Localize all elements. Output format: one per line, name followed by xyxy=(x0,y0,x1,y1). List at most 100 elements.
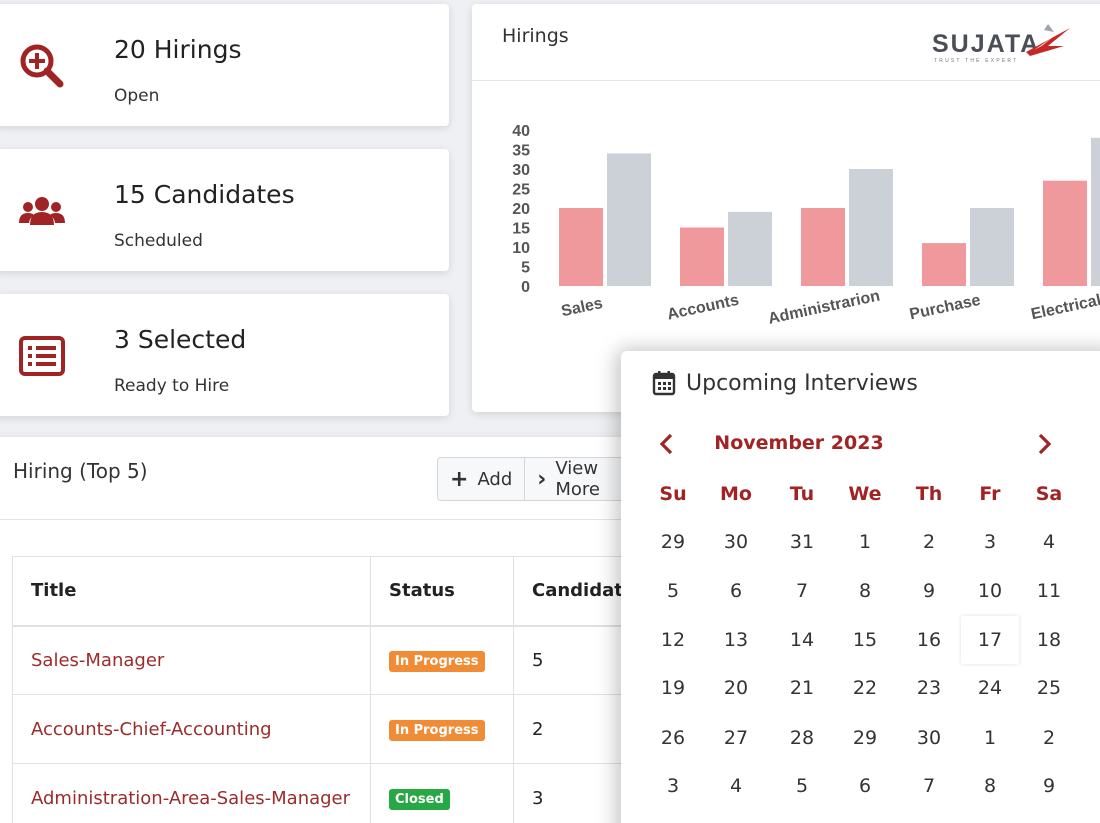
svg-text:TRUST THE EXPERT: TRUST THE EXPERT xyxy=(934,58,1018,64)
calendar-day[interactable]: 18 xyxy=(1036,629,1062,651)
calendar-day[interactable]: 13 xyxy=(723,629,749,651)
calendar-day[interactable]: 9 xyxy=(922,580,936,602)
stat-card-scheduled-candidates[interactable]: 15 Candidates Scheduled xyxy=(0,149,449,271)
calendar-day[interactable]: 28 xyxy=(789,727,815,749)
calendar-day[interactable]: 11 xyxy=(1036,580,1062,602)
chart-card-header: Hirings SUJATA TRUST THE EXPERT xyxy=(472,4,1100,81)
hiring-actions: + Add › View More xyxy=(437,457,634,501)
y-tick-label: 25 xyxy=(512,182,530,199)
status-badge: In Progress xyxy=(389,650,485,672)
stat-title: 15 Candidates xyxy=(114,180,295,209)
weekday-label: Th xyxy=(915,483,943,505)
column-header-title: Title xyxy=(12,556,371,627)
calendar-day[interactable]: 4 xyxy=(1042,531,1056,553)
chevron-right-icon[interactable] xyxy=(1032,431,1056,457)
bar-purchase-2[interactable] xyxy=(970,208,1014,286)
bar-accounts-2[interactable] xyxy=(728,211,772,286)
status-badge: Closed xyxy=(389,788,450,810)
chevron-left-icon[interactable] xyxy=(655,431,679,457)
calendar-day[interactable]: 3 xyxy=(983,531,997,553)
calendar-day[interactable]: 6 xyxy=(729,580,743,602)
calendar-day[interactable]: 26 xyxy=(660,727,686,749)
calendar-day[interactable]: 5 xyxy=(666,580,680,602)
hiring-table: Title Status Candidates Sales-Manager In… xyxy=(12,556,712,823)
stat-card-open-hirings[interactable]: 20 Hirings Open xyxy=(0,4,449,126)
calendar-day[interactable]: 10 xyxy=(977,580,1003,602)
weekday-label: Su xyxy=(659,483,687,505)
y-tick-label: 30 xyxy=(512,162,530,179)
column-header-status: Status xyxy=(370,556,514,627)
bar-administrarion-2[interactable] xyxy=(849,169,893,286)
calendar-day[interactable]: 1 xyxy=(858,531,872,553)
weekday-label: We xyxy=(848,483,882,505)
calendar-day[interactable]: 20 xyxy=(723,677,749,699)
calendar-day[interactable]: 17 xyxy=(961,616,1019,664)
search-plus-icon xyxy=(20,44,64,88)
calendar-day[interactable]: 27 xyxy=(723,727,749,749)
chart-card-title: Hirings xyxy=(502,25,569,47)
calendar-day[interactable]: 29 xyxy=(660,531,686,553)
calendar-day[interactable]: 25 xyxy=(1036,677,1062,699)
calendar-day[interactable]: 16 xyxy=(916,629,942,651)
bar-electrical-2[interactable] xyxy=(1091,137,1100,286)
hiring-panel-title: Hiring (Top 5) xyxy=(13,459,148,483)
calendar-day[interactable]: 30 xyxy=(723,531,749,553)
calendar-day[interactable]: 31 xyxy=(789,531,815,553)
view-more-label: View More xyxy=(555,458,600,500)
calendar-day[interactable]: 9 xyxy=(1042,775,1056,797)
plus-icon: + xyxy=(450,466,469,492)
hiring-title-link[interactable]: Administration-Area-Sales-Manager xyxy=(31,787,351,809)
weekday-label: Tu xyxy=(789,483,815,505)
add-button[interactable]: + Add xyxy=(438,458,524,500)
calendar-day[interactable]: 6 xyxy=(858,775,872,797)
calendar-day[interactable]: 21 xyxy=(789,677,815,699)
y-tick-label: 5 xyxy=(521,260,530,277)
y-tick-label: 10 xyxy=(512,240,530,257)
calendar-day[interactable]: 7 xyxy=(922,775,936,797)
hirings-chart-card: Hirings SUJATA TRUST THE EXPERT 40 35 30 25… xyxy=(472,4,1100,412)
table-row: Administration-Area-Sales-Manager Closed… xyxy=(12,763,712,823)
calendar-day[interactable]: 8 xyxy=(983,775,997,797)
x-tick-label: Electrical xyxy=(1029,292,1100,323)
calendar-day[interactable]: 2 xyxy=(1042,727,1056,749)
y-tick-label: 20 xyxy=(512,201,530,218)
calendar-day[interactable]: 1 xyxy=(983,727,997,749)
upcoming-interviews-title: Upcoming Interviews xyxy=(686,371,918,396)
x-tick-label: Purchase xyxy=(908,292,982,324)
calendar-day[interactable]: 12 xyxy=(660,629,686,651)
calendar-day[interactable]: 15 xyxy=(852,629,878,651)
hiring-title-link[interactable]: Sales-Manager xyxy=(31,649,165,671)
y-tick-label: 15 xyxy=(512,221,530,238)
hiring-title-link[interactable]: Accounts-Chief-Accounting xyxy=(31,718,272,740)
bar-electrical-1[interactable] xyxy=(1043,180,1087,286)
bar-accounts-1[interactable] xyxy=(680,227,724,287)
calendar-day[interactable]: 22 xyxy=(852,677,878,699)
calendar-day[interactable]: 8 xyxy=(858,580,872,602)
calendar-day[interactable]: 23 xyxy=(916,677,942,699)
calendar-day[interactable]: 30 xyxy=(916,727,942,749)
bar-purchase-1[interactable] xyxy=(922,243,966,286)
view-more-button[interactable]: › View More xyxy=(524,458,633,500)
chevron-right-icon: › xyxy=(537,466,547,492)
calendar-day[interactable]: 3 xyxy=(666,775,680,797)
table-row: Accounts-Chief-Accounting In Progress 2 xyxy=(12,694,712,764)
bar-administrarion-1[interactable] xyxy=(801,208,845,286)
stat-card-selected[interactable]: 3 Selected Ready to Hire xyxy=(0,294,449,416)
x-tick-label: Administrarion xyxy=(767,287,882,327)
calendar-day[interactable]: 29 xyxy=(852,727,878,749)
list-icon xyxy=(19,336,65,376)
add-button-label: Add xyxy=(477,468,513,490)
bar-sales-2[interactable] xyxy=(607,153,651,286)
calendar-day[interactable]: 14 xyxy=(789,629,815,651)
calendar-day[interactable]: 24 xyxy=(977,677,1003,699)
weekday-label: Mo xyxy=(720,483,752,505)
calendar-day[interactable]: 4 xyxy=(729,775,743,797)
calendar-day[interactable]: 19 xyxy=(660,677,686,699)
stat-title: 20 Hirings xyxy=(114,35,242,64)
calendar-day[interactable]: 5 xyxy=(795,775,809,797)
bar-sales-1[interactable] xyxy=(559,208,603,286)
calendar-icon xyxy=(652,371,676,396)
stat-title: 3 Selected xyxy=(114,325,247,354)
calendar-day[interactable]: 7 xyxy=(795,580,809,602)
calendar-day[interactable]: 2 xyxy=(922,531,936,553)
